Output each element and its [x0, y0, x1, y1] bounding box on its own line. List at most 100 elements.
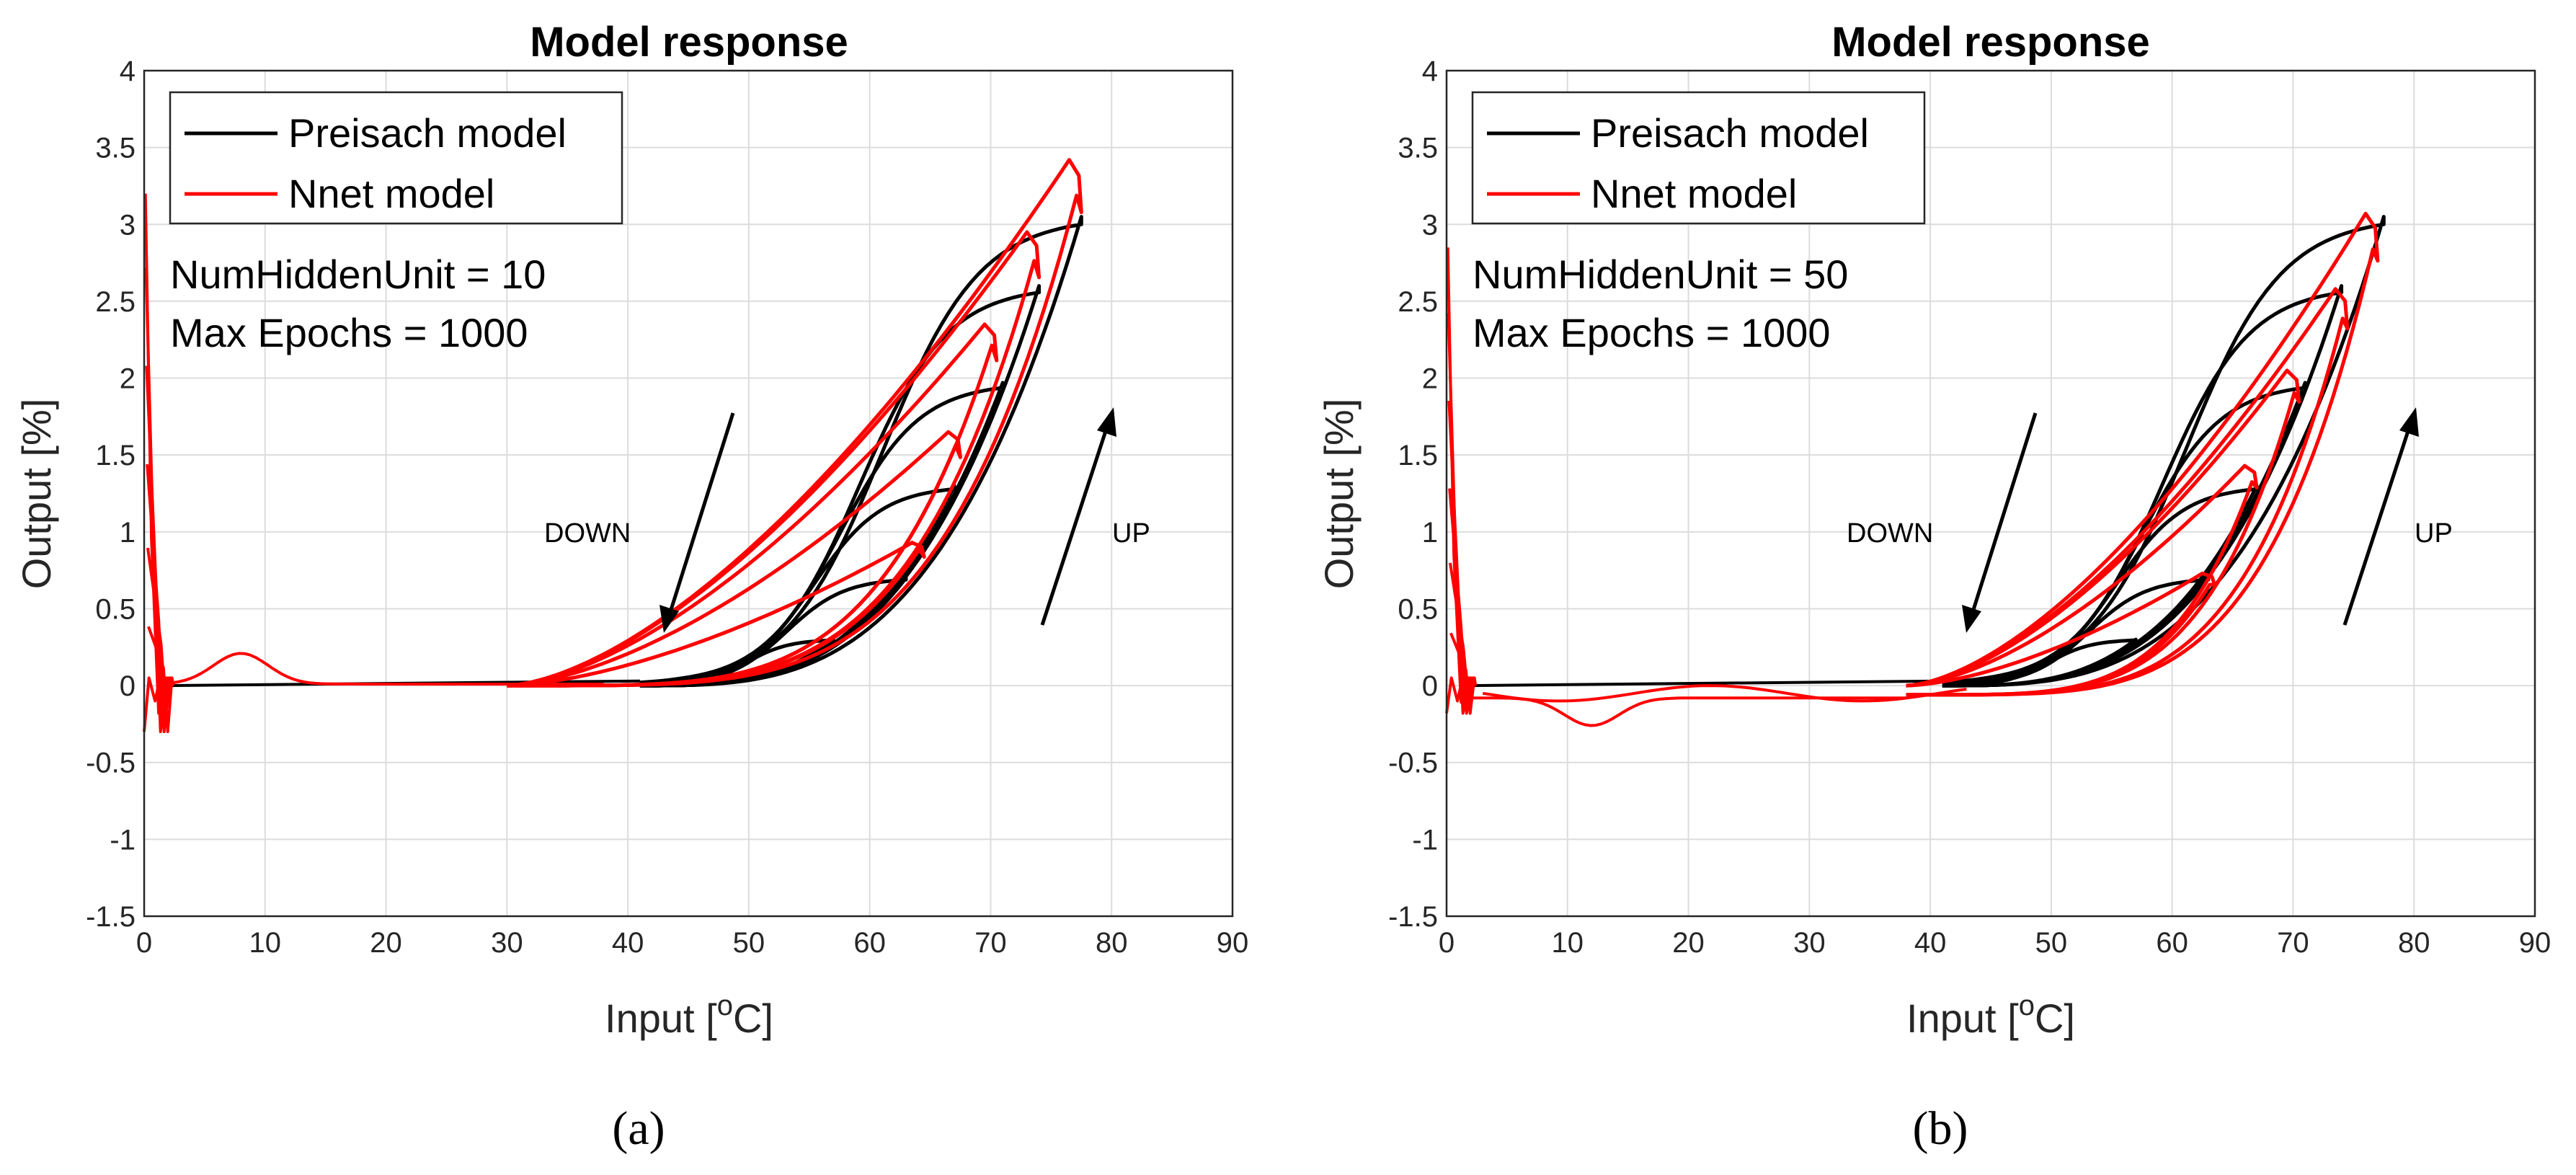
legend-entry-nnet: Nnet model	[288, 171, 494, 216]
up-label: UP	[2415, 518, 2453, 549]
annotation-hidden-units: NumHiddenUnit = 10	[170, 252, 546, 297]
y-axis-label: Output [%]	[1316, 399, 1362, 590]
y-tick-label: 1	[120, 517, 136, 549]
x-tick-label: 90	[1217, 927, 1249, 959]
nnet-loop	[1906, 211, 2380, 697]
y-tick-label: 1	[1422, 517, 1438, 549]
x-axis-label-text: Input [	[605, 996, 717, 1041]
y-tick-label: 3.5	[95, 133, 136, 164]
x-tick-label: 70	[974, 927, 1007, 959]
y-tick-label: 3	[120, 209, 136, 241]
x-axis-label: Input [oC]	[1906, 990, 2075, 1041]
x-tick-labels: 0 10 20 30 40 50 60 70 80 90	[1439, 927, 2551, 959]
y-tick-label: 0.5	[95, 593, 136, 625]
x-tick-label: 20	[370, 927, 402, 959]
x-tick-label: 30	[1793, 927, 1826, 959]
y-tick-label: 0.5	[1398, 593, 1438, 625]
y-tick-label: 4	[1422, 56, 1438, 87]
y-tick-label: -0.5	[86, 748, 136, 779]
down-arrow-head	[1962, 605, 1981, 633]
down-arrow-head	[659, 605, 679, 633]
up-arrow-head	[2399, 407, 2419, 437]
axes-frame	[143, 69, 1234, 918]
up-label: UP	[1112, 518, 1150, 549]
y-tick-label: -1	[110, 824, 136, 856]
x-tick-label: 70	[2277, 927, 2309, 959]
x-tick-label: 90	[2519, 927, 2551, 959]
annotation-max-epochs: Max Epochs = 1000	[170, 310, 528, 355]
preisach-loop	[639, 215, 1083, 688]
x-tick-label: 10	[1552, 927, 1584, 959]
y-tick-label: 0	[120, 670, 136, 702]
nnet-baseline	[168, 652, 604, 686]
chart-panel-a: Model response 4 3.5 3 2.5 2 1.5 1 0.5 0 -0.5 -1 -1…	[14, 19, 1248, 1041]
x-tick-label: 80	[1096, 927, 1128, 959]
y-tick-label: 4	[120, 56, 136, 87]
x-axis-label: Input [oC]	[605, 990, 773, 1041]
legend-entry-preisach: Preisach model	[288, 110, 567, 156]
legend: Preisach model Nnet model	[169, 91, 623, 225]
y-tick-label: 2	[120, 363, 136, 395]
nnet-baseline	[1482, 684, 1967, 703]
preisach-baseline	[1468, 679, 1942, 688]
annotation-max-epochs: Max Epochs = 1000	[1473, 310, 1831, 355]
down-label: DOWN	[1847, 518, 1933, 549]
nnet-loop	[1906, 287, 2350, 697]
x-tick-label: 50	[733, 927, 765, 959]
x-tick-label: 0	[1439, 927, 1454, 959]
nnet-loop	[507, 430, 962, 688]
chart-title: Model response	[530, 19, 848, 66]
legend-box	[1471, 91, 1926, 225]
y-tick-label: -1	[1412, 824, 1438, 856]
x-tick-label: 40	[1914, 927, 1947, 959]
plot-lines	[143, 158, 1083, 734]
x-tick-label: 50	[2035, 927, 2068, 959]
plot-lines	[1445, 211, 2386, 727]
x-axis-label-unit: C]	[733, 996, 773, 1041]
nnet-spike	[147, 626, 175, 734]
y-tick-labels: 4 3.5 3 2.5 2 1.5 1 0.5 0 -0.5 -1 -1.5	[1388, 56, 1438, 933]
y-tick-label: 3.5	[1398, 133, 1438, 164]
legend-entry-preisach: Preisach model	[1591, 110, 1869, 156]
x-axis-label-sup: o	[2019, 990, 2035, 1021]
x-tick-label: 0	[136, 927, 152, 959]
x-tick-label: 10	[249, 927, 282, 959]
y-tick-label: 0	[1422, 670, 1438, 702]
nnet-baseline	[1470, 696, 1906, 727]
nnet-spike	[143, 672, 172, 732]
y-tick-label: 2.5	[95, 286, 136, 318]
x-axis-label-sup: o	[717, 990, 733, 1021]
x-axis-label-unit: C]	[2035, 996, 2075, 1041]
y-tick-label: -0.5	[1388, 748, 1438, 779]
nnet-loop	[507, 158, 1083, 688]
down-arrow	[668, 412, 735, 613]
y-tick-labels: 4 3.5 3 2.5 2 1.5 1 0.5 0 -0.5 -1 -1.5	[86, 56, 136, 933]
annotation-hidden-units: NumHiddenUnit = 50	[1473, 252, 1848, 297]
y-tick-label: 2.5	[1398, 286, 1438, 318]
down-label: DOWN	[544, 518, 631, 549]
up-arrow	[2342, 428, 2411, 626]
up-arrow	[1040, 428, 1109, 626]
down-arrow	[1971, 412, 2038, 613]
chart-title: Model response	[1831, 19, 2150, 66]
y-tick-label: 3	[1422, 209, 1438, 241]
x-tick-label: 80	[2398, 927, 2430, 959]
up-arrow-head	[1097, 407, 1116, 437]
panel-label-a-text: (a)	[612, 1102, 665, 1155]
panel-label-b-text: (b)	[1913, 1102, 1968, 1155]
nnet-spike	[1449, 632, 1478, 715]
axes-frame	[1445, 69, 2536, 918]
panel-label-a: (a)	[612, 1102, 665, 1155]
x-tick-label: 60	[2156, 927, 2188, 959]
legend: Preisach model Nnet model	[1471, 91, 1926, 225]
x-axis-label-text: Input [	[1906, 996, 2019, 1041]
y-axis-label: Output [%]	[14, 399, 59, 590]
y-tick-label: 1.5	[1398, 440, 1438, 471]
legend-entry-nnet: Nnet model	[1591, 171, 1797, 216]
x-tick-label: 60	[853, 927, 886, 959]
y-tick-label: 1.5	[95, 440, 136, 471]
y-tick-label: 2	[1422, 363, 1438, 395]
y-tick-label: -1.5	[86, 901, 136, 933]
x-tick-label: 30	[491, 927, 523, 959]
